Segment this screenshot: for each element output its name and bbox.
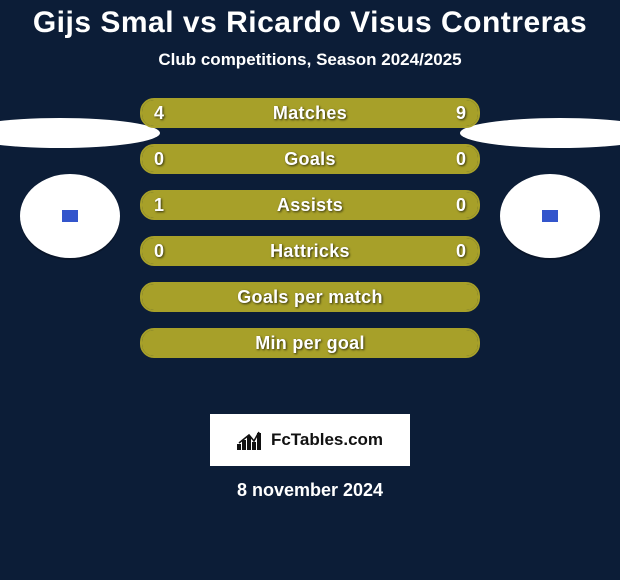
stat-label: Goals [142,146,478,172]
stat-right-value: 0 [444,192,478,218]
stat-label: Matches [142,100,478,126]
stat-label: Min per goal [142,330,478,356]
player-left-avatar [20,174,120,258]
stat-row: Hattricks0 0 [140,236,480,266]
stat-left-value: 0 [142,238,176,264]
subtitle: Club competitions, Season 2024/2025 [0,50,620,70]
stat-left-value: 1 [142,192,176,218]
stat-left-value: 4 [142,100,176,126]
page-title: Gijs Smal vs Ricardo Visus Contreras [0,0,620,40]
stat-label: Assists [142,192,478,218]
player-right-flag-icon [541,209,559,223]
stat-right-value: 9 [444,100,478,126]
watermark-text: FcTables.com [271,430,383,450]
stat-label: Goals per match [142,284,478,310]
stat-left-value: 0 [142,146,176,172]
fctables-icon [237,430,265,450]
date-text: 8 november 2024 [0,480,620,501]
watermark-logo: FcTables.com [210,414,410,466]
stat-row: Min per goal [140,328,480,358]
player-right-avatar [500,174,600,258]
stat-bars: Matches49Goals00Assists10Hattricks00Goal… [140,98,480,374]
stat-row: Matches4 9 [140,98,480,128]
comparison-arena: Matches49Goals00Assists10Hattricks00Goal… [0,98,620,398]
decorative-oval-top-left [0,118,160,148]
decorative-oval-top-right [460,118,620,148]
stat-row: Assists1 0 [140,190,480,220]
stat-right-value: 0 [444,146,478,172]
stat-row: Goals per match [140,282,480,312]
stat-right-value: 0 [444,238,478,264]
stat-label: Hattricks [142,238,478,264]
stat-row: Goals0 0 [140,144,480,174]
player-left-flag-icon [61,209,79,223]
